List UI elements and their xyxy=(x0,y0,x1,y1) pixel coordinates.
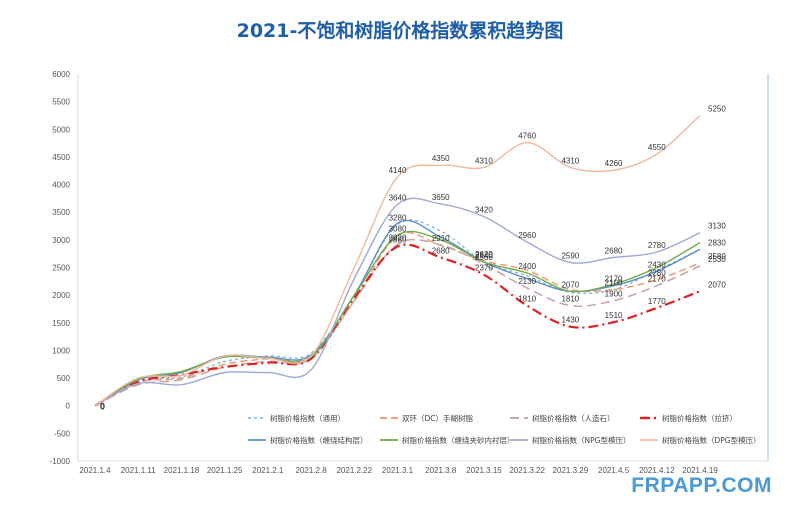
data-label: 2560 xyxy=(475,253,493,262)
data-label: 2910 xyxy=(432,234,450,243)
data-label: 1900 xyxy=(605,290,623,299)
y-tick-label: 4500 xyxy=(52,153,70,162)
data-label: 1810 xyxy=(518,295,536,304)
legend-label-0: 树脂价格指数（通用） xyxy=(270,413,345,423)
x-tick-label: 2021.2.22 xyxy=(336,466,372,475)
legend-label-3: 树脂价格指数（拉挤） xyxy=(662,413,737,423)
chart-title: 2021-不饱和树脂价格指数累积趋势图 xyxy=(236,20,564,42)
data-label: 2400 xyxy=(518,262,536,271)
x-tick-label: 2021.4.19 xyxy=(682,466,718,475)
legend-label-2: 树脂价格指数（人造石） xyxy=(532,413,615,423)
data-label: 2680 xyxy=(605,247,623,256)
y-tick-label: 1000 xyxy=(52,346,70,355)
x-tick-label: 2021.1.25 xyxy=(207,466,243,475)
series-line-5 xyxy=(94,230,701,407)
data-label: 2430 xyxy=(648,260,666,269)
data-label: 5250 xyxy=(708,104,726,113)
data-label: 2590 xyxy=(561,252,579,261)
legend-label-4: 树脂价格指数（缠绕结构层） xyxy=(270,435,368,445)
y-tick-label: 2000 xyxy=(52,291,70,300)
y-tick-label: 5000 xyxy=(52,125,70,134)
data-label: 1770 xyxy=(648,297,666,306)
y-tick-label: 2500 xyxy=(52,264,70,273)
series-line-2 xyxy=(94,238,701,407)
data-label: 2580 xyxy=(708,252,726,261)
data-label: 3130 xyxy=(708,222,726,231)
data-label: 3080 xyxy=(389,224,407,233)
data-label: 2070 xyxy=(561,280,579,289)
series-line-7 xyxy=(94,114,701,407)
x-tick-label: 2021.3.1 xyxy=(382,466,414,475)
series-line-3 xyxy=(94,243,701,407)
data-label: 4140 xyxy=(389,166,407,175)
data-label: 2280 xyxy=(648,269,666,278)
data-label: 4760 xyxy=(518,132,536,141)
data-label: 2780 xyxy=(648,241,666,250)
x-tick-label: 2021.1.4 xyxy=(79,466,111,475)
data-label: 2620 xyxy=(475,250,493,259)
data-label: 2940 xyxy=(475,251,493,260)
data-label: 2370 xyxy=(475,264,493,273)
legend-label-6: 树脂价格指数（NPG型模压） xyxy=(532,435,630,445)
x-tick-label: 2021.3.22 xyxy=(509,466,545,475)
y-tick-label: 500 xyxy=(57,374,71,383)
data-label: 2070 xyxy=(708,280,726,289)
data-label: 1810 xyxy=(561,295,579,304)
data-label: 3280 xyxy=(389,213,407,222)
legend-label-5: 树脂价格指数（缠绕夹砂内衬层） xyxy=(402,435,515,445)
y-tick-label: 6000 xyxy=(52,70,70,79)
data-label: 2170 xyxy=(605,275,623,284)
data-label: 4260 xyxy=(605,159,623,168)
data-label: 2880 xyxy=(389,235,407,244)
data-label: 2830 xyxy=(708,238,726,247)
data-label: 2680 xyxy=(432,247,450,256)
y-tick-label: 3000 xyxy=(52,236,70,245)
data-label: 3420 xyxy=(475,206,493,215)
legend-label-1: 双环（DC）手糊树脂 xyxy=(402,413,474,423)
x-tick-label: 2021.1.11 xyxy=(121,466,157,475)
y-tick-label: -1000 xyxy=(50,457,71,466)
x-tick-label: 2021.2.8 xyxy=(296,466,328,475)
series-line-6 xyxy=(94,197,701,407)
legend-label-7: 树脂价格指数（DPG型模压） xyxy=(662,435,761,445)
x-tick-label: 2021.1.18 xyxy=(164,466,200,475)
x-tick-label: 2021.3.8 xyxy=(425,466,457,475)
x-tick-label: 2021.4.5 xyxy=(598,466,630,475)
x-tick-label: 2021.4.12 xyxy=(639,466,675,475)
data-label: 2960 xyxy=(518,231,536,240)
y-tick-label: 0 xyxy=(66,402,71,411)
data-label: 2130 xyxy=(518,277,536,286)
data-label: 4310 xyxy=(561,156,579,165)
x-tick-label: 2021.3.15 xyxy=(466,466,502,475)
watermark: FRPAPP.COM xyxy=(631,474,772,497)
x-tick-label: 2021.2.1 xyxy=(252,466,284,475)
y-tick-label: 4000 xyxy=(52,181,70,190)
data-label: 4310 xyxy=(475,156,493,165)
y-tick-label: 3500 xyxy=(52,208,70,217)
data-label: 2100 xyxy=(605,279,623,288)
y-tick-label: 1500 xyxy=(52,319,70,328)
x-tick-label: 2021.3.29 xyxy=(553,466,589,475)
origin-data-label: 0 xyxy=(100,402,105,412)
y-tick-label: 5500 xyxy=(52,98,70,107)
data-label: 3640 xyxy=(389,193,407,202)
data-label: 1430 xyxy=(561,316,579,325)
data-label: 4350 xyxy=(432,154,450,163)
y-tick-label: -500 xyxy=(54,429,71,438)
data-label: 3650 xyxy=(432,193,450,202)
data-label: 4550 xyxy=(648,143,666,152)
data-label: 2920 xyxy=(389,233,407,242)
data-label: 1510 xyxy=(605,311,623,320)
data-label: 2530 xyxy=(708,255,726,264)
data-label: 2170 xyxy=(648,275,666,284)
